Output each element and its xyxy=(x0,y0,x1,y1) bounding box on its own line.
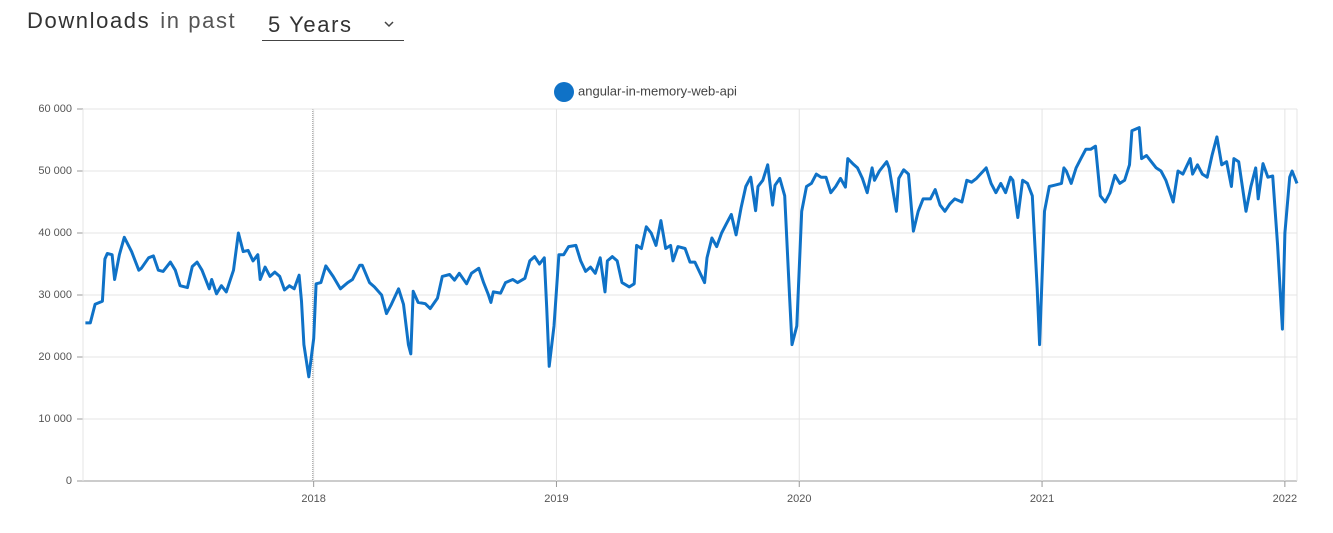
legend-marker xyxy=(554,82,574,102)
header-title: Downloads xyxy=(27,8,151,33)
period-select[interactable]: 5 Years xyxy=(262,8,404,41)
y-tick-label: 40 000 xyxy=(38,227,72,239)
series-line xyxy=(85,126,1299,379)
legend-label: angular-in-memory-web-api xyxy=(578,83,737,98)
x-tick-label: 2019 xyxy=(544,493,568,505)
y-tick-label: 50 000 xyxy=(38,165,72,177)
x-tick-label: 2018 xyxy=(301,493,325,505)
header: Downloads in past xyxy=(27,8,236,42)
x-tick-label: 2020 xyxy=(787,493,811,505)
y-tick-label: 10 000 xyxy=(38,413,72,425)
period-value: 5 Years xyxy=(268,12,353,37)
y-tick-label: 30 000 xyxy=(38,289,72,301)
x-tick-label: 2022 xyxy=(1273,493,1297,505)
y-tick-label: 0 xyxy=(66,475,72,487)
y-tick-label: 60 000 xyxy=(38,103,72,115)
y-tick-label: 20 000 xyxy=(38,351,72,363)
header-prefix: in past xyxy=(160,8,237,33)
x-tick-label: 2021 xyxy=(1030,493,1054,505)
dropdown-arrow xyxy=(384,21,394,28)
